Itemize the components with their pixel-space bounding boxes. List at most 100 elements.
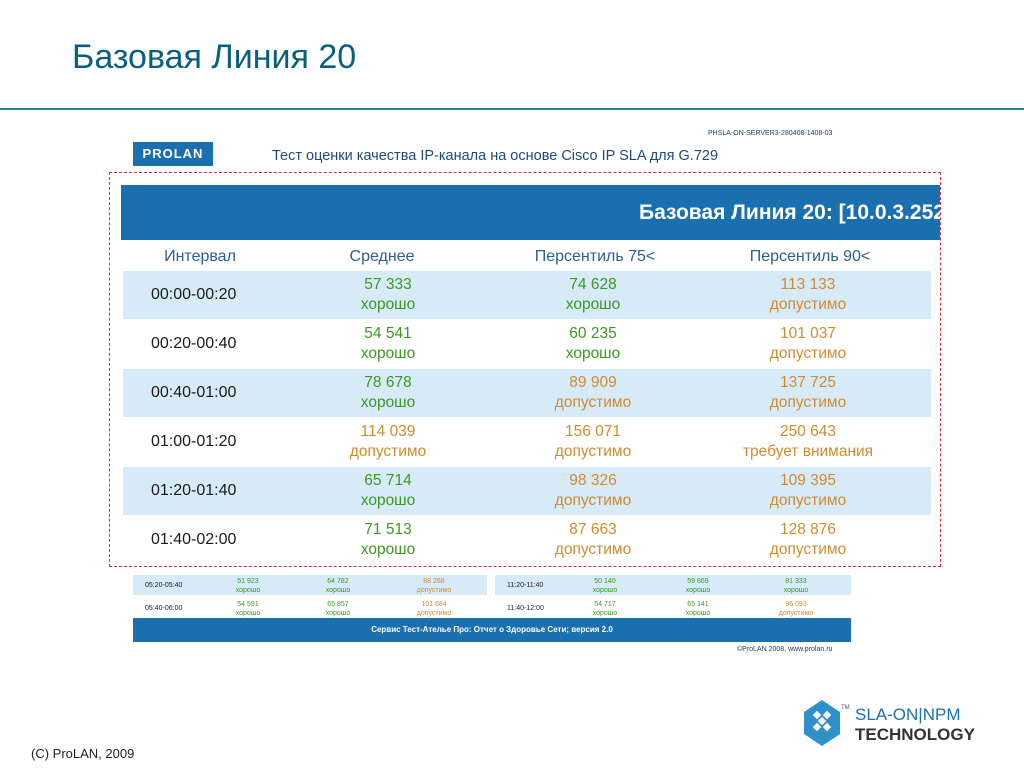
- average-cell: 78 678 хорошо: [298, 373, 478, 413]
- p75-cell: 60 235 хорошо: [503, 324, 683, 364]
- status: допустимо: [554, 443, 632, 460]
- bg-status: хорошо: [325, 610, 351, 617]
- title-divider: [0, 108, 1024, 110]
- p90-cell: 109 395 допустимо: [718, 471, 898, 511]
- brand-tagline: TECHNOLOGY: [855, 725, 975, 744]
- column-header-average: Среднее: [349, 248, 415, 265]
- bg-time: 05:20-05:40: [145, 582, 183, 589]
- p90-cell: 250 643 требует внимания: [718, 422, 898, 462]
- p75-cell: 156 071 допустимо: [503, 422, 683, 462]
- status: хорошо: [360, 394, 416, 411]
- bg-value: 81 333: [785, 578, 807, 585]
- bg-row-band: [133, 575, 487, 595]
- bg-status: хорошо: [325, 587, 351, 594]
- bg-status: хорошо: [592, 587, 618, 594]
- status: допустимо: [554, 541, 632, 558]
- bg-value: 54 591: [237, 601, 259, 608]
- status: хорошо: [360, 541, 416, 558]
- p75-cell: 74 628 хорошо: [503, 275, 683, 315]
- status: допустимо: [769, 394, 847, 411]
- report-id: PHSLA-ON-SERVER3-280408-1408-03: [708, 130, 833, 137]
- bg-status: хорошо: [592, 610, 618, 617]
- value: 109 395: [779, 472, 837, 489]
- bg-time: 05:40-06:00: [145, 605, 183, 612]
- slide-title: Базовая Линия 20: [72, 38, 357, 76]
- p75-cell: 89 909 допустимо: [503, 373, 683, 413]
- status: допустимо: [554, 394, 632, 411]
- bg-value: 101 684: [421, 601, 447, 608]
- bg-status: допустимо: [416, 610, 452, 617]
- status: хорошо: [565, 296, 621, 313]
- p75-cell: 98 326 допустимо: [503, 471, 683, 511]
- status: допустимо: [349, 443, 427, 460]
- status: хорошо: [360, 296, 416, 313]
- value: 156 071: [564, 423, 622, 440]
- brand-name: SLA-ON|NPM: [855, 705, 961, 724]
- bg-value: 65 857: [327, 601, 349, 608]
- bg-time: 11:20-11:40: [507, 582, 544, 589]
- report-copyright: ©ProLAN 2008, www.prolan.ru: [737, 646, 833, 653]
- average-cell: 57 333 хорошо: [298, 275, 478, 315]
- column-header-p90: Персентиль 90<: [749, 248, 871, 265]
- table-row: 00:40-01:00 78 678 хорошо 89 909 допустимо…: [123, 369, 931, 417]
- status: требует внимания: [742, 443, 874, 460]
- trademark-mark: TM: [841, 705, 850, 711]
- column-header-p75: Персентиль 75<: [534, 248, 656, 265]
- value: 98 326: [569, 472, 617, 489]
- bg-status: хорошо: [685, 610, 711, 617]
- p90-cell: 128 876 допустимо: [718, 520, 898, 560]
- value: 60 235: [569, 325, 617, 342]
- value: 89 909: [569, 374, 617, 391]
- p90-cell: 137 725 допустимо: [718, 373, 898, 413]
- zoomed-table: Базовая Линия 20: [10.0.3.252 Интервал С…: [109, 172, 941, 567]
- sla-on-logo-icon: [804, 700, 840, 746]
- bg-status: хорошо: [783, 587, 809, 594]
- value: 57 333: [364, 276, 412, 293]
- value: 250 643: [779, 423, 837, 440]
- value: 65 714: [364, 472, 412, 489]
- table-row: 01:00-01:20 114 039 допустимо 156 071 допу…: [123, 418, 931, 466]
- bg-value: 96 093: [785, 601, 807, 608]
- interval-cell: 01:20-01:40: [151, 482, 237, 499]
- status: допустимо: [554, 492, 632, 509]
- status: хорошо: [360, 345, 416, 362]
- prolan-logo: PROLAN: [133, 142, 213, 166]
- bg-status: хорошо: [235, 610, 261, 617]
- value: 74 628: [569, 276, 617, 293]
- bg-time: 11:40-12:00: [507, 605, 544, 612]
- status: допустимо: [769, 296, 847, 313]
- bg-value: 65 141: [687, 601, 709, 608]
- bg-value: 54 717: [594, 601, 616, 608]
- bg-value: 59 869: [687, 578, 709, 585]
- interval-cell: 01:00-01:20: [151, 433, 237, 450]
- table-row: 01:40-02:00 71 513 хорошо 87 663 допустимо…: [123, 516, 931, 564]
- bg-value: 88 268: [423, 578, 445, 585]
- zoom-header-title: Базовая Линия 20: [10.0.3.252: [639, 201, 941, 224]
- bg-row-band: [495, 575, 851, 595]
- report-footer: Сервис Тест-Ательe Про: Отчет о Здоровье…: [133, 618, 851, 642]
- value: 87 663: [569, 521, 617, 538]
- p90-cell: 101 037 допустимо: [718, 324, 898, 364]
- interval-cell: 00:00-00:20: [151, 286, 237, 303]
- column-header-interval: Интервал: [164, 248, 236, 265]
- bg-status: хорошо: [685, 587, 711, 594]
- value: 78 678: [364, 374, 412, 391]
- value: 101 037: [779, 325, 837, 342]
- bg-status: допустимо: [778, 610, 814, 617]
- average-cell: 114 039 допустимо: [298, 422, 478, 462]
- p75-cell: 87 663 допустимо: [503, 520, 683, 560]
- table-row: 00:20-00:40 54 541 хорошо 60 235 хорошо 10…: [123, 320, 931, 368]
- value: 113 133: [780, 276, 836, 293]
- bg-status: хорошо: [235, 587, 261, 594]
- interval-cell: 00:40-01:00: [151, 384, 237, 401]
- value: 128 876: [779, 521, 837, 538]
- average-cell: 54 541 хорошо: [298, 324, 478, 364]
- bg-value: 64 782: [327, 578, 349, 585]
- bg-status: допустимо: [416, 587, 452, 594]
- bg-value: 50 140: [594, 578, 616, 585]
- status: допустимо: [769, 345, 847, 362]
- interval-cell: 00:20-00:40: [151, 335, 237, 352]
- bg-value: 51 923: [237, 578, 259, 585]
- status: хорошо: [360, 492, 416, 509]
- average-cell: 71 513 хорошо: [298, 520, 478, 560]
